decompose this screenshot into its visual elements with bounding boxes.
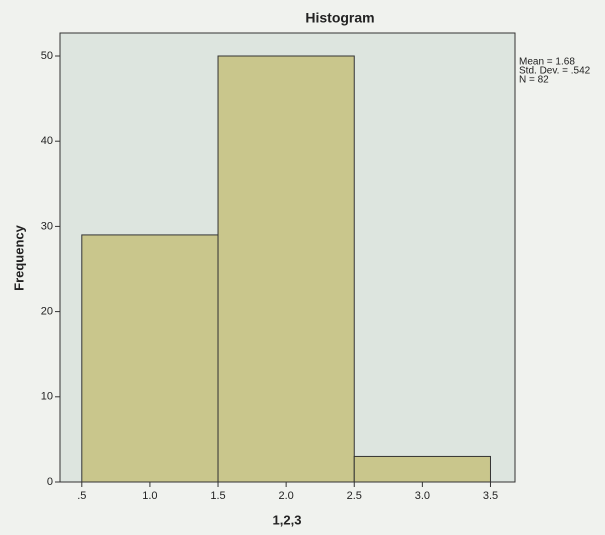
bar (82, 235, 218, 482)
y-tick-label: 50 (41, 50, 53, 62)
x-tick-label: 1.0 (142, 490, 157, 502)
x-tick-label: .5 (77, 490, 86, 502)
x-tick-label: 3.0 (415, 490, 430, 502)
x-tick-label: 1.5 (210, 490, 225, 502)
stat-annotation: N = 82 (519, 75, 549, 86)
y-tick-label: 40 (41, 135, 53, 147)
x-tick-label: 2.5 (347, 490, 362, 502)
bar (354, 456, 490, 482)
chart-title: Histogram (305, 10, 374, 26)
x-tick-label: 3.5 (483, 490, 498, 502)
x-axis-label: 1,2,3 (273, 512, 302, 527)
y-axis-label: Frequency (11, 224, 26, 291)
bar (218, 56, 354, 482)
chart: Histogram 1,2,3 Frequency 0 10 20 30 40 50 .5 1… (0, 0, 605, 535)
y-tick-label: 20 (41, 306, 53, 318)
y-tick-label: 10 (41, 391, 53, 403)
x-tick-label: 2.0 (278, 490, 293, 502)
y-tick-label: 0 (47, 476, 53, 488)
y-tick-label: 30 (41, 220, 53, 232)
